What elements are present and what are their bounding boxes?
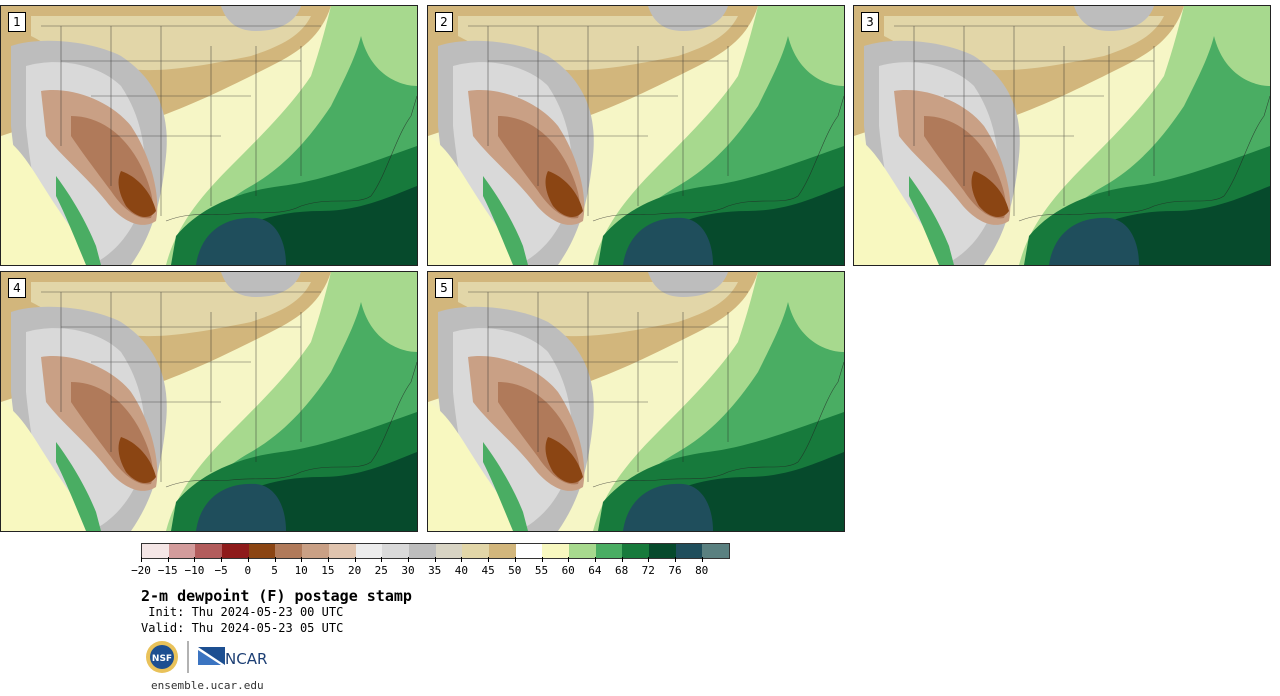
colorbar-swatch	[622, 544, 650, 558]
colorbar-tick	[675, 557, 676, 562]
colorbar-tick	[167, 557, 169, 562]
colorbar-swatch	[168, 544, 196, 558]
colorbar-tick	[594, 557, 596, 562]
colorbar-swatch	[569, 544, 596, 558]
colorbar-tick	[568, 557, 570, 562]
colorbar-tick-label: 10	[294, 564, 308, 577]
colorbar-tick-label: −10	[184, 564, 205, 577]
colorbar-swatch	[488, 544, 516, 558]
colorbar-tick	[701, 557, 703, 562]
colorbar-tick	[327, 557, 329, 562]
colorbar-swatch	[222, 544, 249, 558]
colorbar-tick-label: 25	[374, 564, 388, 577]
ncar-logo-text: NCAR	[225, 650, 267, 668]
colorbar-tick	[648, 557, 650, 562]
colorbar-ticks: −20 −15 −10 −5 0 5 10 15 20 25 30 35 40 45 50 55 60 64 68 7…	[131, 557, 757, 577]
colorbar-tick	[194, 557, 196, 562]
colorbar-tick	[354, 557, 356, 562]
colorbar-tick	[408, 557, 409, 562]
colorbar-tick-label: 50	[508, 564, 522, 577]
footer-url: ensemble.ucar.edu	[151, 679, 264, 692]
nsf-logo-text: NSF	[152, 654, 172, 664]
colorbar-tick-label: 30	[401, 564, 415, 577]
panel-number-label: 2	[435, 12, 453, 32]
colorbar-tick	[141, 557, 142, 562]
colorbar-tick-label: −20	[131, 564, 151, 577]
valid-time: Valid: Thu 2024-05-23 05 UTC	[141, 621, 344, 635]
colorbar-swatch	[408, 544, 436, 558]
colorbar-swatch	[435, 544, 463, 558]
colorbar-tick	[247, 557, 249, 562]
colorbar-tick	[274, 557, 276, 562]
dewpoint-map	[428, 272, 844, 531]
colorbar-swatch	[382, 544, 409, 558]
colorbar-swatch	[302, 544, 329, 558]
colorbar-swatch	[595, 544, 623, 558]
colorbar-tick	[381, 557, 383, 562]
colorbar-tick-label: 35	[428, 564, 442, 577]
colorbar-tick	[221, 557, 223, 562]
colorbar-tick-label: 5	[271, 564, 278, 577]
logos: NSF NCAR	[146, 641, 267, 673]
map-panel-4: 4	[0, 271, 418, 532]
panel-number-label: 4	[8, 278, 26, 298]
dewpoint-map	[428, 6, 844, 265]
map-panel-3: 3	[853, 5, 1271, 266]
colorbar-tick	[434, 557, 436, 562]
panel-number-label: 1	[8, 12, 26, 32]
map-panel-2: 2	[427, 5, 845, 266]
colorbar-swatch	[649, 544, 676, 558]
colorbar-tick	[488, 557, 490, 562]
panel-number-label: 3	[861, 12, 879, 32]
colorbar-swatch	[248, 544, 276, 558]
map-panel-5: 5	[427, 271, 845, 532]
colorbar-swatch	[355, 544, 383, 558]
colorbar-swatch	[328, 544, 356, 558]
colorbar-tick	[541, 557, 543, 562]
colorbar-tick-label: 20	[347, 564, 362, 577]
colorbar-swatch	[702, 544, 730, 558]
colorbar	[141, 543, 731, 559]
init-time: Init: Thu 2024-05-23 00 UTC	[141, 605, 344, 619]
colorbar-tick-label: 76	[668, 564, 682, 577]
colorbar-tick	[514, 557, 516, 562]
colorbar-tick	[621, 557, 623, 562]
panel-number-label: 5	[435, 278, 453, 298]
colorbar-tick-label: 15	[321, 564, 335, 577]
colorbar-swatch	[462, 544, 489, 558]
dewpoint-map	[1, 272, 417, 531]
ncar-logo-icon: NCAR	[198, 647, 267, 668]
chart-title: 2-m dewpoint (F) postage stamp	[141, 587, 412, 605]
colorbar-tick-label: −5	[214, 564, 228, 577]
colorbar-swatch	[195, 544, 223, 558]
dewpoint-map	[1, 6, 417, 265]
colorbar-tick-label: 64	[588, 564, 602, 577]
colorbar-tick-label: −15	[157, 564, 178, 577]
colorbar-tick	[301, 557, 303, 562]
colorbar-tick-label: 45	[481, 564, 495, 577]
colorbar-tick-label: 55	[534, 564, 549, 577]
nsf-logo-icon: NSF	[146, 641, 178, 673]
colorbar-swatch	[275, 544, 303, 558]
dewpoint-map	[854, 6, 1270, 265]
colorbar-tick-label: 40	[454, 564, 469, 577]
colorbar-tick-label: 0	[244, 564, 252, 577]
colorbar-tick-label: 80	[695, 564, 709, 577]
colorbar-swatch	[515, 544, 543, 558]
colorbar-tick-label: 72	[641, 564, 655, 577]
colorbar-tick-label: 60	[561, 564, 575, 577]
colorbar-tick-label: 68	[614, 564, 629, 577]
colorbar-tick	[461, 557, 463, 562]
colorbar-swatch	[542, 544, 569, 558]
colorbar-swatch	[142, 544, 169, 558]
map-panel-1: 1	[0, 5, 418, 266]
colorbar-swatch	[675, 544, 703, 558]
